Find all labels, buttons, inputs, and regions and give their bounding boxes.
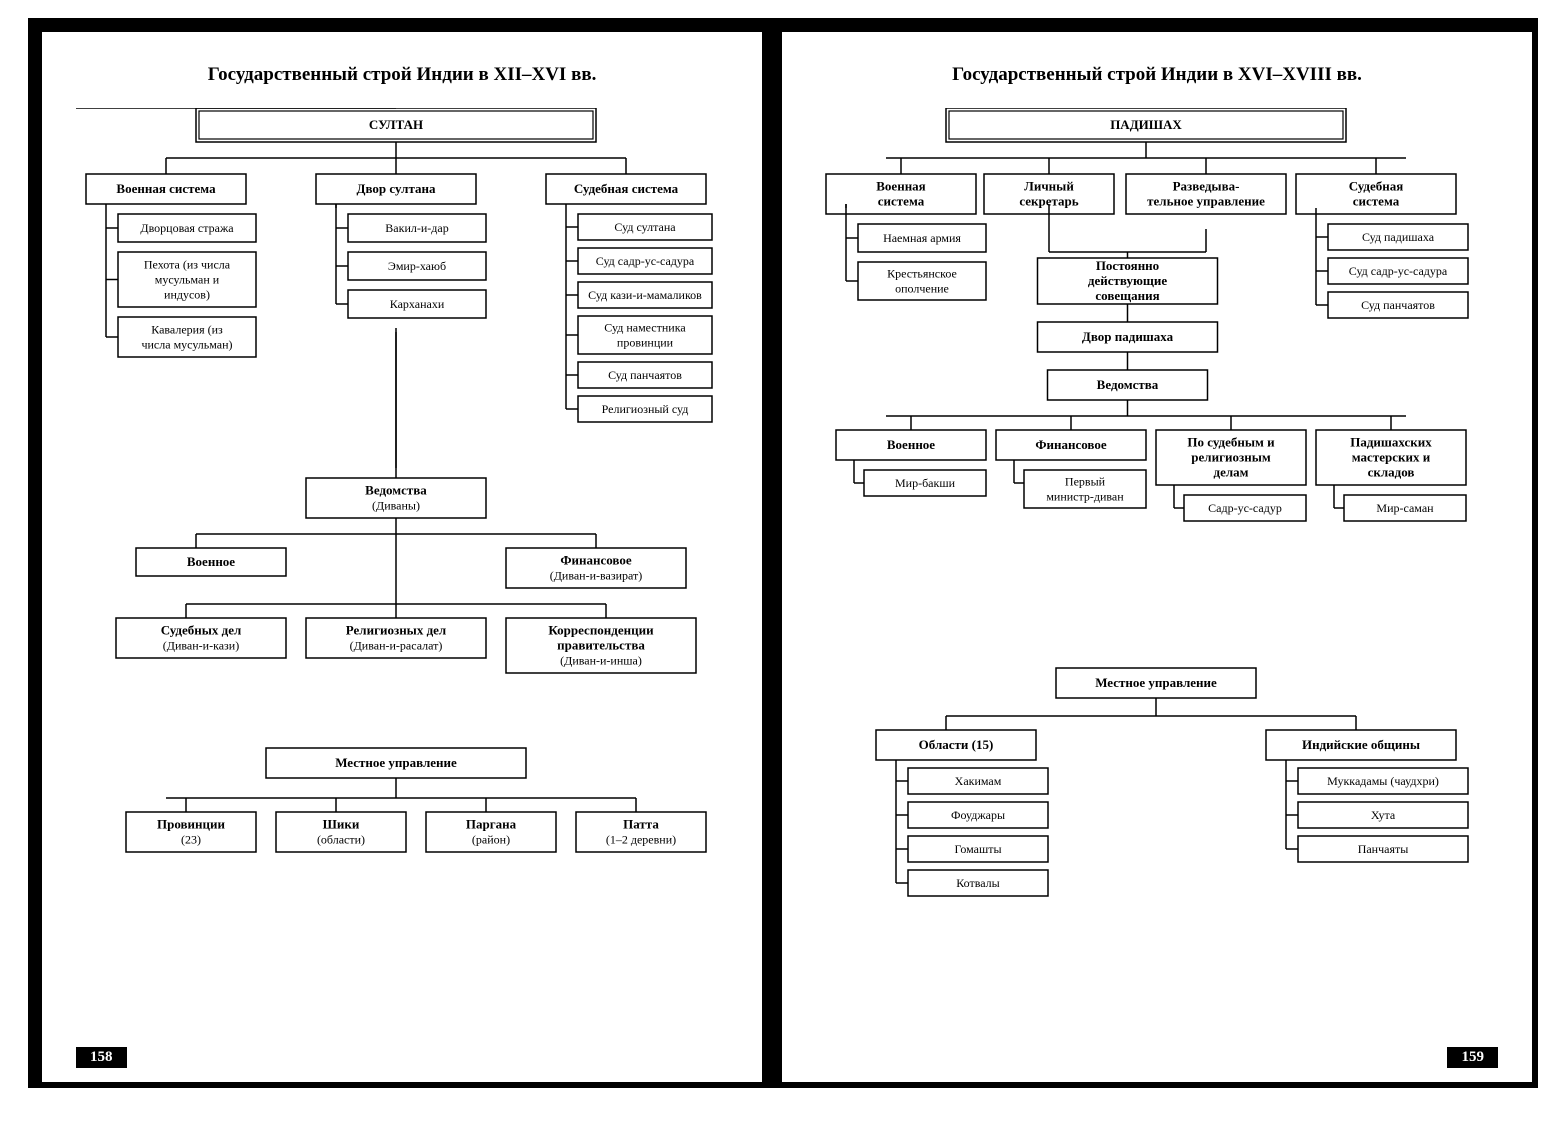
svg-text:Крестьянское: Крестьянское — [887, 267, 957, 281]
svg-text:(1–2 деревни): (1–2 деревни) — [606, 833, 676, 847]
svg-text:Хакимам: Хакимам — [955, 774, 1002, 788]
svg-text:Суд кази-и-мамаликов: Суд кази-и-мамаликов — [588, 288, 702, 302]
svg-text:Суд панчаятов: Суд панчаятов — [1361, 298, 1435, 312]
svg-text:Суд садр-ус-садура: Суд садр-ус-садура — [1349, 264, 1448, 278]
svg-text:Суд наместника: Суд наместника — [604, 321, 686, 335]
svg-text:(области): (области) — [317, 833, 365, 847]
svg-text:Разведыва-: Разведыва- — [1173, 179, 1240, 194]
svg-text:действующие: действующие — [1088, 273, 1167, 288]
svg-text:Падишахских: Падишахских — [1350, 435, 1432, 450]
svg-text:Религиозных дел: Религиозных дел — [346, 623, 446, 638]
org-chart-right: ПАДИШАХВоеннаясистемаЛичныйсекретарьРазв… — [816, 108, 1476, 988]
svg-text:Садр-ус-садур: Садр-ус-садур — [1208, 501, 1282, 515]
svg-text:складов: складов — [1368, 465, 1415, 480]
svg-text:Мир-саман: Мир-саман — [1377, 501, 1435, 515]
svg-text:Суд садр-ус-садура: Суд садр-ус-садура — [596, 254, 695, 268]
svg-text:(Диван-и-расалат): (Диван-и-расалат) — [350, 639, 443, 653]
svg-text:(район): (район) — [472, 833, 510, 847]
svg-text:министр-диван: министр-диван — [1046, 490, 1124, 504]
svg-text:Мир-бакши: Мир-бакши — [895, 476, 956, 490]
svg-text:индусов): индусов) — [164, 288, 210, 302]
svg-text:По судебным и: По судебным и — [1187, 435, 1275, 450]
svg-text:Дворцовая стража: Дворцовая стража — [140, 221, 234, 235]
svg-text:Постоянно: Постоянно — [1096, 258, 1159, 273]
page-left: Государственный строй Индии в XII–XVI вв… — [42, 32, 772, 1082]
page-number-left: 158 — [76, 1047, 127, 1068]
svg-text:ПАДИШАХ: ПАДИШАХ — [1110, 117, 1182, 132]
svg-text:Эмир-хаюб: Эмир-хаюб — [388, 259, 446, 273]
svg-text:(23): (23) — [181, 833, 201, 847]
svg-text:(Диваны): (Диваны) — [372, 499, 420, 513]
svg-text:Судебная: Судебная — [1349, 179, 1404, 194]
svg-text:Религиозный суд: Религиозный суд — [602, 402, 689, 416]
svg-text:(Диван-и-инша): (Диван-и-инша) — [560, 654, 642, 668]
svg-text:Военное: Военное — [187, 554, 235, 569]
svg-text:Финансовое: Финансовое — [560, 553, 632, 568]
svg-text:Суд падишаха: Суд падишаха — [1362, 230, 1435, 244]
svg-text:мусульман и: мусульман и — [155, 273, 220, 287]
svg-text:Финансовое: Финансовое — [1035, 437, 1107, 452]
svg-text:Суд панчаятов: Суд панчаятов — [608, 368, 682, 382]
svg-text:Вакил-и-дар: Вакил-и-дар — [385, 221, 448, 235]
svg-text:мастерских и: мастерских и — [1352, 450, 1431, 465]
svg-text:Ведомства: Ведомства — [365, 483, 427, 498]
svg-text:ополчение: ополчение — [895, 282, 949, 296]
svg-text:Военная: Военная — [876, 179, 925, 194]
svg-text:числа мусульман): числа мусульман) — [141, 338, 232, 352]
page-title-left: Государственный строй Индии в XII–XVI вв… — [76, 64, 728, 86]
svg-text:Панчаяты: Панчаяты — [1358, 842, 1409, 856]
svg-text:(Диван-и-вазират): (Диван-и-вазират) — [550, 569, 643, 583]
svg-text:делам: делам — [1214, 465, 1249, 480]
svg-text:(Диван-и-кази): (Диван-и-кази) — [163, 639, 239, 653]
svg-text:Котвалы: Котвалы — [956, 876, 999, 890]
svg-text:СУЛТАН: СУЛТАН — [369, 117, 423, 132]
svg-text:Судебная система: Судебная система — [574, 181, 679, 196]
svg-text:Фоуджары: Фоуджары — [951, 808, 1005, 822]
svg-text:Двор падишаха: Двор падишаха — [1082, 329, 1174, 344]
svg-text:Местное управление: Местное управление — [1095, 675, 1217, 690]
svg-text:Корреспонденции: Корреспонденции — [548, 623, 654, 638]
svg-text:Местное управление: Местное управление — [335, 755, 457, 770]
svg-text:Шики: Шики — [323, 817, 360, 832]
page-title-right: Государственный строй Индии в XVI–XVIII … — [816, 64, 1498, 86]
svg-text:Области (15): Области (15) — [919, 737, 994, 752]
svg-text:Карханахи: Карханахи — [390, 297, 445, 311]
svg-text:Пехота (из числа: Пехота (из числа — [144, 258, 231, 272]
org-chart-left: СУЛТАН Военная система Двор султана Судебна… — [76, 108, 716, 988]
svg-text:Хута: Хута — [1371, 808, 1396, 822]
svg-text:Паргана: Паргана — [466, 817, 517, 832]
svg-text:система: система — [878, 194, 925, 209]
svg-text:Патта: Патта — [623, 817, 659, 832]
svg-text:система: система — [1353, 194, 1400, 209]
svg-text:Провинции: Провинции — [157, 817, 225, 832]
svg-text:религиозным: религиозным — [1191, 450, 1271, 465]
svg-text:Ведомства: Ведомства — [1097, 377, 1159, 392]
svg-text:тельное управление: тельное управление — [1147, 194, 1265, 209]
page-right: Государственный строй Индии в XVI–XVIII … — [772, 32, 1532, 1082]
svg-text:Гомашты: Гомашты — [955, 842, 1002, 856]
svg-text:Двор султана: Двор султана — [357, 181, 436, 196]
svg-text:Индийские общины: Индийские общины — [1302, 737, 1420, 752]
svg-text:провинции: провинции — [617, 336, 674, 350]
svg-text:правительства: правительства — [557, 638, 645, 653]
svg-text:Судебных дел: Судебных дел — [161, 623, 242, 638]
svg-text:Муккадамы (чаудхри): Муккадамы (чаудхри) — [1327, 774, 1439, 788]
svg-text:Личный: Личный — [1024, 179, 1074, 194]
svg-text:совещания: совещания — [1095, 288, 1159, 303]
svg-text:Первый: Первый — [1065, 475, 1106, 489]
svg-text:Военное: Военное — [887, 437, 935, 452]
svg-text:Кавалерия (из: Кавалерия (из — [151, 323, 223, 337]
page-number-right: 159 — [1447, 1047, 1498, 1068]
book-spread: Государственный строй Индии в XII–XVI вв… — [28, 18, 1538, 1088]
svg-text:Суд султана: Суд султана — [614, 220, 676, 234]
svg-text:Военная система: Военная система — [116, 181, 216, 196]
svg-text:Наемная армия: Наемная армия — [883, 231, 961, 245]
